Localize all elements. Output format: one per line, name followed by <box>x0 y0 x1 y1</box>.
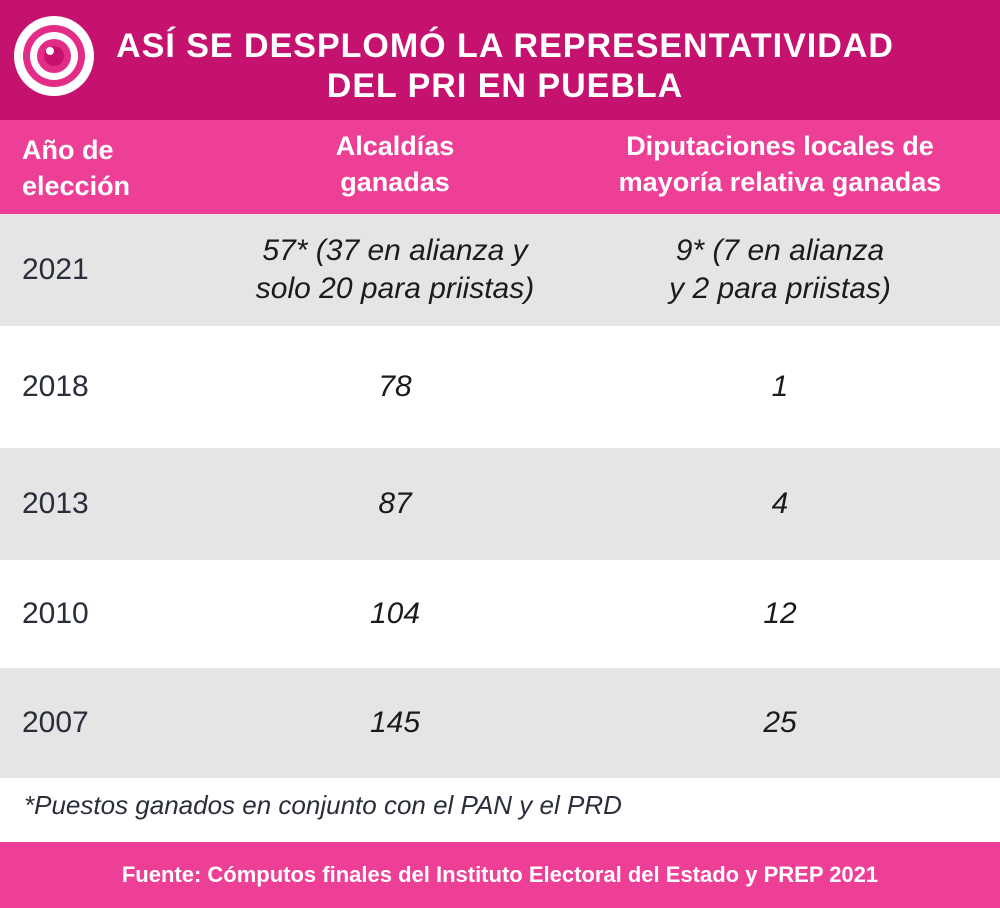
row-diputaciones: 1 <box>771 370 789 403</box>
row-alcaldias: 87 <box>378 487 412 520</box>
row-year: 2018 <box>22 370 89 403</box>
header-year: Año de elección <box>22 132 242 204</box>
row-year: 2010 <box>22 597 89 630</box>
table-row: 2010 104 12 <box>0 560 1000 668</box>
table-header: Año de elección Alcaldías ganadas Diputa… <box>0 120 1000 214</box>
header-alcaldias-line-1: Alcaldías <box>335 131 455 161</box>
header-diputaciones: Diputaciones locales de mayoría relativa… <box>575 128 985 200</box>
row-diputaciones: 25 <box>763 706 797 739</box>
row-diputaciones: 9* (7 en alianza y 2 para priistas) <box>575 214 985 326</box>
row-alcaldias-line-1: 57* (37 en alianza y <box>262 234 528 267</box>
header-year-line-1: Año de <box>22 135 114 165</box>
table-row: 2021 57* (37 en alianza y solo 20 para p… <box>0 214 1000 326</box>
table-row: 2018 78 1 <box>0 326 1000 448</box>
title-line-1: ASÍ SE DESPLOMÓ LA REPRESENTATIVIDAD <box>116 27 894 65</box>
header-diputaciones-line-2: mayoría relativa ganadas <box>618 167 942 197</box>
row-year: 2013 <box>22 487 89 520</box>
row-alcaldias-line-2: solo 20 para priistas) <box>255 272 535 305</box>
row-diputaciones: 4 <box>771 487 789 520</box>
row-diputaciones-line-2: y 2 para priistas) <box>669 272 891 305</box>
table-row: 2007 145 25 <box>0 668 1000 778</box>
header-alcaldias-line-2: ganadas <box>340 167 450 197</box>
row-alcaldias: 104 <box>369 597 421 630</box>
header-year-line-2: elección <box>22 171 131 201</box>
title-line-2: DEL PRI EN PUEBLA <box>326 67 684 105</box>
header-banner: ASÍ SE DESPLOMÓ LA REPRESENTATIVIDAD DEL… <box>0 0 1000 120</box>
row-alcaldias: 145 <box>369 706 421 739</box>
header-diputaciones-line-1: Diputaciones locales de <box>626 131 934 161</box>
source-footer: Fuente: Cómputos finales del Instituto E… <box>0 842 1000 908</box>
table-row: 2013 87 4 <box>0 448 1000 560</box>
row-alcaldias: 78 <box>378 370 412 403</box>
header-alcaldias: Alcaldías ganadas <box>245 128 545 200</box>
row-year: 2021 <box>22 253 89 286</box>
row-diputaciones-line-1: 9* (7 en alianza <box>675 234 885 267</box>
page-title: ASÍ SE DESPLOMÓ LA REPRESENTATIVIDAD DEL… <box>110 26 900 106</box>
row-alcaldias: 57* (37 en alianza y solo 20 para priist… <box>235 214 555 326</box>
row-diputaciones: 12 <box>763 597 797 630</box>
camera-lens-icon <box>14 16 94 96</box>
row-year: 2007 <box>22 706 89 739</box>
footnote: *Puestos ganados en conjunto con el PAN … <box>24 790 622 820</box>
